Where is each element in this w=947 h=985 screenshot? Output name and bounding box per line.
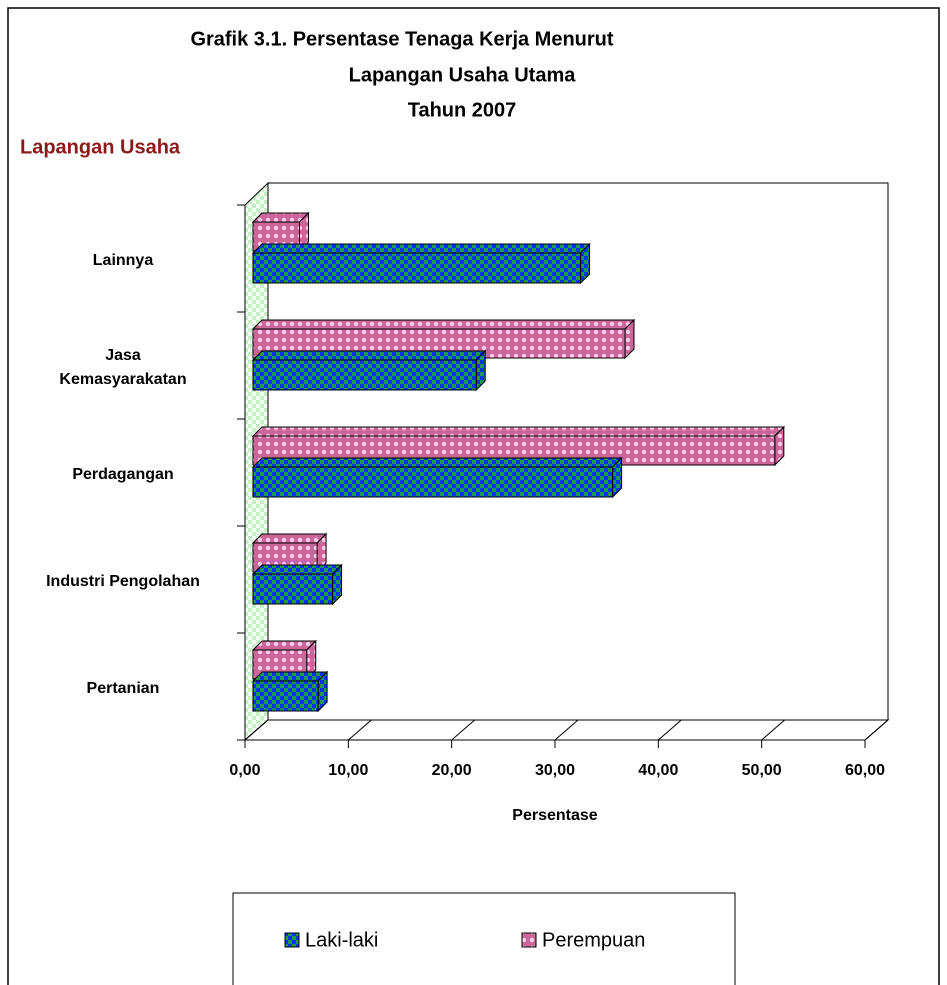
bar-top xyxy=(251,350,487,361)
bar xyxy=(252,359,477,391)
bar-top xyxy=(251,533,328,544)
bar xyxy=(252,252,582,284)
legend-swatch xyxy=(521,932,537,948)
x-axis-label: Persentase xyxy=(512,807,597,824)
y-tick-label: Pertanian xyxy=(86,679,160,697)
x-tick-label: 10,00 xyxy=(328,762,368,779)
floor-line xyxy=(864,719,889,741)
bar-top xyxy=(251,671,329,682)
frame xyxy=(7,7,940,985)
bar-top xyxy=(251,457,623,468)
y-tick-label: Jasa Kemasyarakatan xyxy=(59,346,187,388)
x-tick-label: 0,00 xyxy=(229,762,260,779)
x-tick-label: 20,00 xyxy=(432,762,472,779)
bar-top xyxy=(251,426,786,437)
floor-line xyxy=(348,719,372,741)
x-tick-label: 60,00 xyxy=(845,762,885,779)
x-tick-label: 40,00 xyxy=(638,762,678,779)
chart-title: Grafik 3.1. Persentase Tenaga Kerja Menu… xyxy=(190,28,613,50)
x-tick-label: 50,00 xyxy=(742,762,782,779)
floor-line xyxy=(451,719,475,741)
legend-label: Perempuan xyxy=(542,929,645,951)
y-axis-label: Lapangan Usaha xyxy=(20,136,181,158)
floor-line xyxy=(554,719,579,741)
x-tick-label: 30,00 xyxy=(535,762,575,779)
bar xyxy=(252,466,614,498)
legend-label: Laki-laki xyxy=(305,929,378,951)
bar-top xyxy=(251,319,636,330)
legend xyxy=(232,892,736,985)
bar xyxy=(252,573,334,605)
y-tick-label: Lainnya xyxy=(92,251,154,269)
bar-top xyxy=(251,640,317,651)
chart-title: Lapangan Usaha Utama xyxy=(349,64,577,86)
floor-line xyxy=(761,719,785,741)
floor-line xyxy=(244,719,269,741)
bar-top xyxy=(251,564,343,575)
bar xyxy=(252,680,319,712)
legend-swatch xyxy=(284,932,300,948)
y-tick-label: Perdagangan xyxy=(72,465,174,483)
y-tick-label: Industri Pengolahan xyxy=(46,572,200,590)
bar-top xyxy=(251,243,591,254)
floor-line xyxy=(658,719,682,741)
chart-title: Tahun 2007 xyxy=(408,99,517,121)
